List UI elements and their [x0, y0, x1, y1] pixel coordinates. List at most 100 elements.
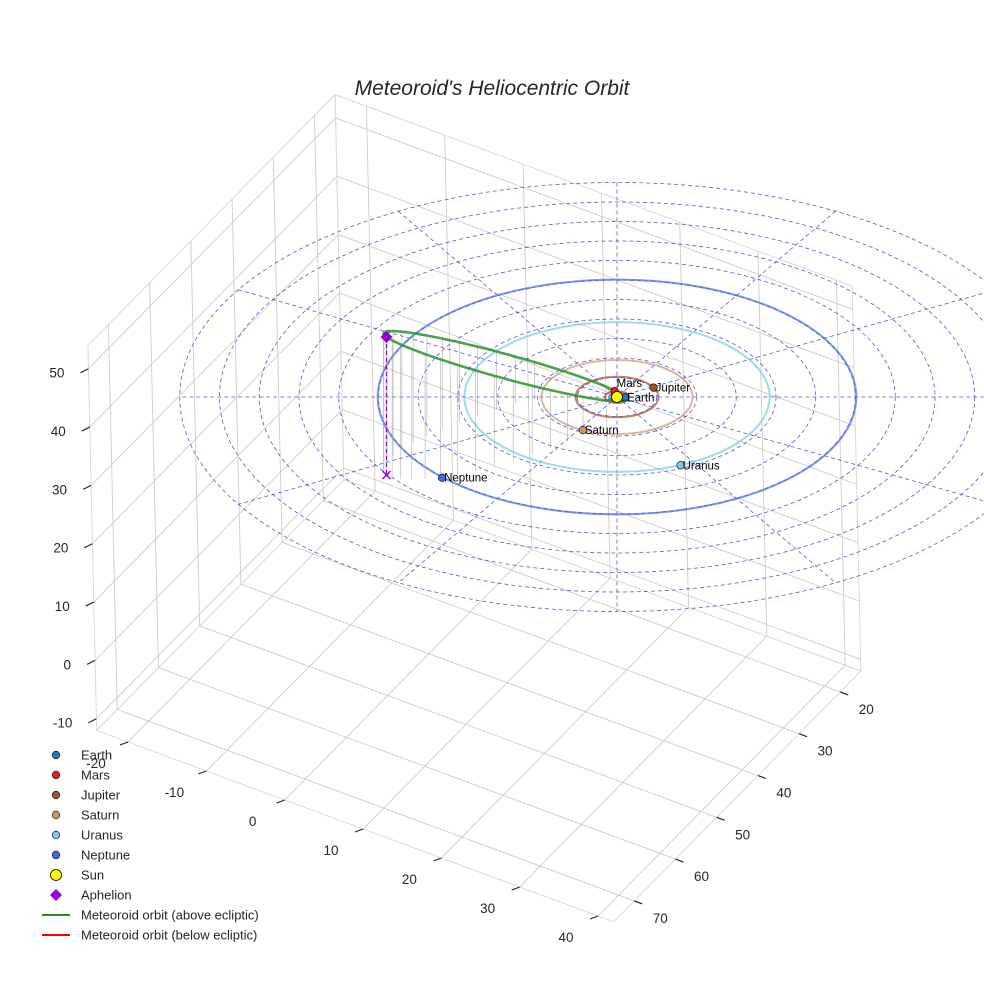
legend-label: Neptune: [81, 848, 130, 863]
gridline-z-left: [92, 292, 340, 545]
gridline-z-left: [88, 117, 336, 370]
gridline-z-back: [336, 175, 855, 369]
x-tick-mark: [354, 828, 364, 833]
x-tick-label: 40: [558, 930, 573, 945]
z-tick-mark: [86, 659, 96, 665]
planet-label-earth: Earth: [627, 392, 655, 404]
gridline-y-floor: [240, 583, 759, 776]
z-tick-mark: [85, 601, 95, 607]
gridline-x-back: [835, 280, 846, 666]
z-tick-label: 10: [55, 599, 70, 614]
gridline-z-back: [343, 467, 861, 660]
sun-marker: [611, 391, 623, 403]
legend-marker-mars: [51, 770, 61, 780]
legend-marker-aphelion: [50, 889, 62, 901]
legend-label: Uranus: [81, 828, 123, 843]
legend-label: Mars: [81, 768, 110, 783]
legend-marker-sun: [50, 869, 62, 881]
gridline-z-left: [93, 350, 342, 603]
x-tick-mark: [276, 799, 285, 804]
x-tick-label: 0: [249, 814, 257, 829]
y-tick-mark: [798, 733, 808, 738]
y-tick-label: 60: [694, 869, 709, 884]
axis-ticks: -20 -10 0 10 20 30 40 20 30 40 50 60 70 -10 0 10 20 30 40 5…: [49, 366, 873, 945]
gridline-y-left: [231, 199, 242, 585]
gridline-y-left: [272, 157, 283, 543]
axis-panes: [87, 93, 862, 923]
gridline-y-left: [190, 240, 201, 626]
legend-label: Meteoroid orbit (below ecliptic): [81, 928, 257, 943]
gridline-x-floor: [284, 548, 533, 801]
planet-jupiter: [649, 383, 658, 392]
y-tick-label: 30: [818, 744, 833, 759]
y-tick-mark: [634, 900, 643, 905]
legend-label: Earth: [81, 748, 112, 763]
aphelion-ecliptic-cross: [381, 470, 391, 480]
y-tick-mark: [840, 691, 849, 696]
gridline-y-floor: [281, 541, 800, 735]
legend-label: Saturn: [81, 808, 119, 823]
ecliptic-spoke: [398, 210, 836, 584]
gridline-y-left: [314, 115, 324, 501]
gridline-y-floor: [158, 667, 676, 860]
x-tick-label: 30: [480, 901, 495, 916]
z-tick-mark: [82, 484, 92, 490]
planet-label-saturn: Saturn: [585, 425, 619, 437]
legend-label: Meteoroid orbit (above ecliptic): [81, 908, 259, 923]
planet-orbits: [376, 278, 858, 516]
z-tick-label: 50: [49, 366, 64, 381]
x-tick-mark: [119, 741, 129, 746]
legend-label: Sun: [81, 868, 104, 883]
gridline-y-floor: [199, 625, 717, 818]
gridline-z-left: [90, 234, 339, 486]
y-tick-mark: [716, 816, 725, 821]
x-tick-mark: [433, 857, 442, 862]
planet-label-jupiter: Jupiter: [656, 383, 691, 395]
z-tick-label: 30: [52, 482, 67, 497]
gridline-x-floor: [441, 606, 689, 859]
planet-label-mars: Mars: [617, 378, 643, 390]
z-tick-label: -10: [53, 716, 73, 731]
orbit-neptune: [376, 278, 858, 516]
gridline-y-floor: [117, 709, 635, 902]
orbit-jupiter: [574, 375, 660, 419]
legend-marker-neptune: [51, 850, 61, 860]
ecliptic-spoke: [398, 210, 836, 584]
z-tick-label: 0: [64, 657, 72, 672]
x-tick-label: 20: [402, 872, 417, 887]
gridline-x-floor: [206, 519, 454, 772]
gridline-x-back: [757, 251, 768, 637]
y-tick-mark: [757, 774, 767, 780]
y-tick-label: 20: [859, 702, 874, 717]
bodies: Earth Mars Jupiter Saturn Uranus Neptune: [380, 331, 720, 485]
x-tick-label: 10: [323, 843, 338, 858]
gridline-y-left: [149, 282, 159, 668]
gridline-z-left: [89, 175, 338, 428]
x-tick-mark: [511, 886, 520, 891]
z-tick-mark: [84, 543, 93, 549]
z-tick-label: 40: [51, 424, 66, 439]
gridline-z-back: [342, 409, 860, 602]
gridline-z-left: [96, 467, 344, 720]
legend-label: Jupiter: [81, 788, 121, 803]
x-tick-mark: [198, 770, 207, 775]
legend-label: Aphelion: [81, 888, 132, 903]
gridline-x-floor: [597, 664, 846, 917]
planet-label-neptune: Neptune: [444, 473, 487, 485]
gridline-x-back: [365, 106, 376, 492]
gridline-z-left: [94, 409, 343, 661]
x-tick-mark: [589, 915, 599, 920]
z-tick-mark: [81, 426, 91, 432]
planet-uranus: [676, 461, 685, 470]
gridline-z-back: [335, 117, 853, 310]
planet-label-uranus: Uranus: [683, 460, 720, 472]
x-tick-label: -10: [165, 785, 185, 800]
y-tick-label: 70: [653, 911, 668, 926]
gridline-x-back: [522, 164, 533, 550]
gridline-y-floor: [323, 500, 841, 693]
aphelion-marker: [380, 331, 393, 343]
gridline-x-floor: [127, 490, 376, 743]
planet-neptune: [438, 473, 447, 482]
x-tick-label: -20: [86, 756, 106, 771]
